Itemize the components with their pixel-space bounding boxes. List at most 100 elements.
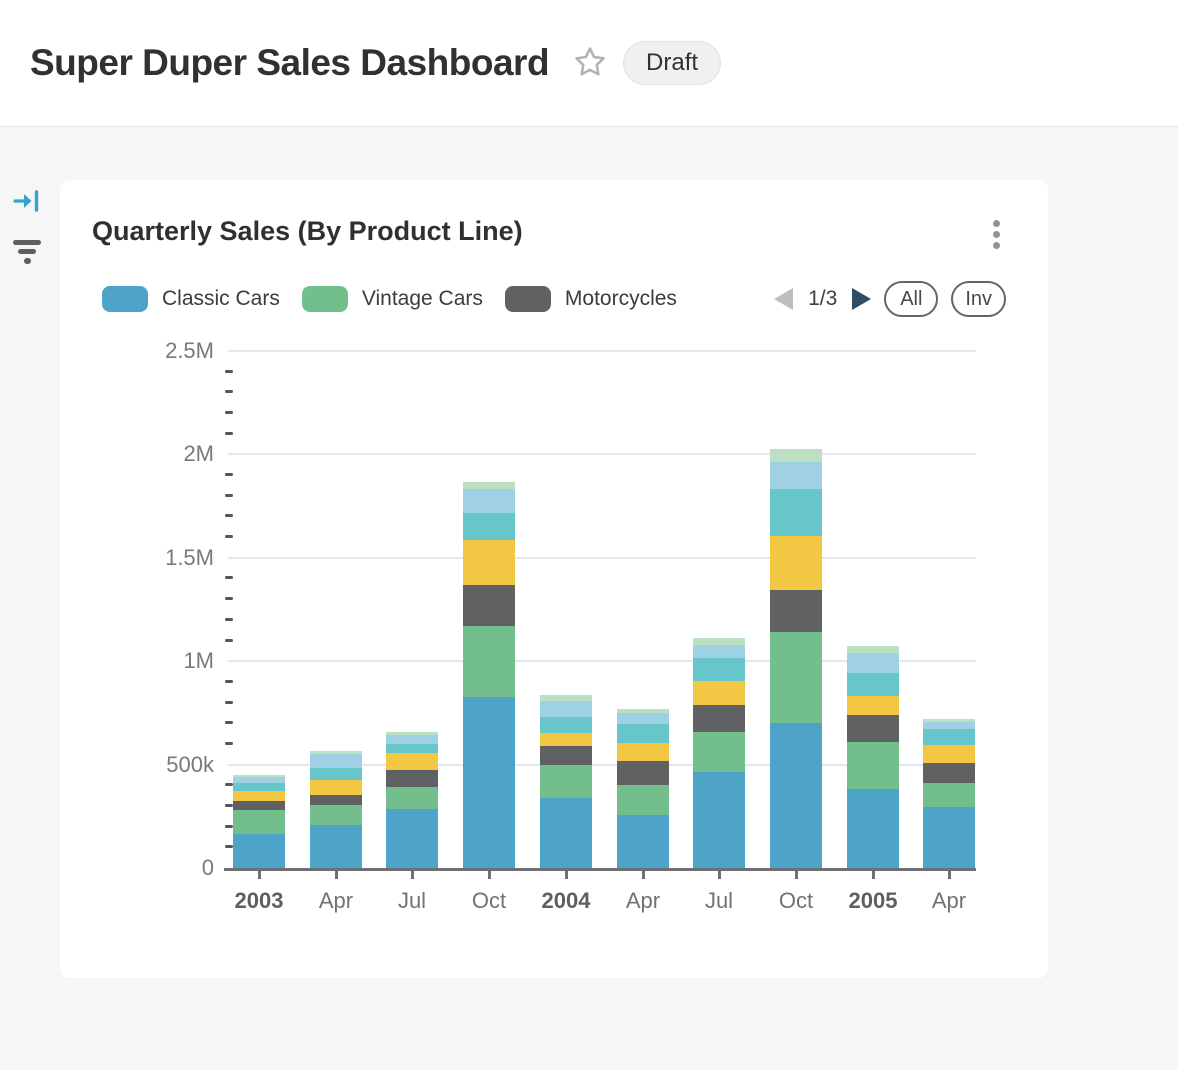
bar-segment[interactable] <box>233 775 285 777</box>
favorite-star-button[interactable] <box>573 45 607 82</box>
bar-segment[interactable] <box>540 701 592 717</box>
bar-segment[interactable] <box>233 783 285 791</box>
bar-segment[interactable] <box>463 489 515 513</box>
legend-swatch <box>504 286 551 312</box>
bar-segment[interactable] <box>923 807 975 868</box>
bar-segment[interactable] <box>847 696 899 715</box>
bar-segment[interactable] <box>693 732 745 772</box>
bar-segment[interactable] <box>310 825 362 868</box>
bar-segment[interactable] <box>463 585 515 626</box>
bar-segment[interactable] <box>310 780 362 795</box>
legend-item[interactable]: Classic Cars <box>102 286 280 312</box>
bar-segment[interactable] <box>770 462 822 489</box>
bar-segment[interactable] <box>923 719 975 722</box>
bar-segment[interactable] <box>463 513 515 540</box>
bar-segment[interactable] <box>770 489 822 536</box>
bar-segment[interactable] <box>540 746 592 765</box>
bar-segment[interactable] <box>310 754 362 768</box>
bar-segment[interactable] <box>310 805 362 825</box>
bar-segment[interactable] <box>386 753 438 770</box>
bar-segment[interactable] <box>233 777 285 783</box>
bar-segment[interactable] <box>847 673 899 696</box>
bar-segment[interactable] <box>540 733 592 746</box>
bar-segment[interactable] <box>847 789 899 868</box>
bar-segment[interactable] <box>463 482 515 489</box>
chart-menu-button[interactable] <box>987 216 1006 253</box>
x-axis-label: Apr <box>931 888 967 913</box>
bar-segment[interactable] <box>770 723 822 868</box>
bar-segment[interactable] <box>617 761 669 785</box>
bar-segment[interactable] <box>693 772 745 868</box>
legend-page-indicator: 1/3 <box>808 287 838 310</box>
legend-controls: 1/3 All Inv <box>774 281 1006 317</box>
bar-segment[interactable] <box>923 722 975 729</box>
arrow-to-bar-icon <box>13 189 41 216</box>
bar-segment[interactable] <box>386 735 438 744</box>
bar-segment[interactable] <box>233 810 285 834</box>
legend-row: Classic Cars Vintage Cars Motorcycles 1/3 … <box>102 281 1006 317</box>
bar-segment[interactable] <box>617 785 669 815</box>
bar-segment[interactable] <box>233 791 285 801</box>
x-axis-label: Apr <box>318 888 354 913</box>
bar-segment[interactable] <box>693 658 745 681</box>
bar-segment[interactable] <box>693 705 745 732</box>
bar-segment[interactable] <box>617 743 669 761</box>
bar-segment[interactable] <box>310 768 362 780</box>
bar-segment[interactable] <box>540 798 592 868</box>
bar-segment[interactable] <box>233 834 285 868</box>
bar-segment[interactable] <box>310 751 362 754</box>
collapse-panel-button[interactable] <box>13 189 41 216</box>
bar-segment[interactable] <box>310 795 362 805</box>
legend-item[interactable]: Motorcycles <box>504 286 677 312</box>
bar-segment[interactable] <box>386 787 438 809</box>
x-axis-tick <box>948 871 951 879</box>
gridline <box>228 763 976 766</box>
bar-segment[interactable] <box>386 732 438 735</box>
bar-segment[interactable] <box>617 709 669 713</box>
bar-segment[interactable] <box>233 801 285 810</box>
bar-segment[interactable] <box>847 715 899 742</box>
legend-label: Classic Cars <box>162 287 280 310</box>
chart-legend: Classic Cars Vintage Cars Motorcycles <box>102 286 677 312</box>
bar-segment[interactable] <box>540 765 592 798</box>
bar-segment[interactable] <box>386 744 438 753</box>
x-axis-tick <box>411 871 414 879</box>
bar-segment[interactable] <box>770 590 822 632</box>
y-minor-tick <box>225 824 233 828</box>
legend-all-button[interactable]: All <box>884 281 939 317</box>
bar-segment[interactable] <box>540 695 592 701</box>
bar-segment[interactable] <box>617 815 669 868</box>
filter-button[interactable] <box>13 240 41 264</box>
bar-segment[interactable] <box>540 717 592 733</box>
bar-segment[interactable] <box>693 638 745 645</box>
bar-segment[interactable] <box>923 783 975 807</box>
bar-segment[interactable] <box>770 449 822 462</box>
bar-segment[interactable] <box>463 540 515 585</box>
bar-segment[interactable] <box>847 653 899 673</box>
bar-segment[interactable] <box>463 697 515 868</box>
bar-segment[interactable] <box>923 729 975 745</box>
legend-invert-button[interactable]: Inv <box>951 281 1006 317</box>
bar-segment[interactable] <box>386 809 438 868</box>
legend-prev-button[interactable] <box>774 288 794 310</box>
bar-segment[interactable] <box>770 536 822 590</box>
bar-segment[interactable] <box>617 724 669 743</box>
y-minor-tick <box>225 597 233 601</box>
y-minor-tick <box>225 803 233 807</box>
bar-segment[interactable] <box>923 763 975 783</box>
bar-segment[interactable] <box>847 646 899 653</box>
x-axis-label: 2005 <box>848 888 898 913</box>
bar-segment[interactable] <box>693 645 745 658</box>
x-axis-line <box>224 868 976 871</box>
y-minor-tick <box>225 845 233 849</box>
bar-segment[interactable] <box>386 770 438 787</box>
legend-next-button[interactable] <box>852 288 872 310</box>
bar-segment[interactable] <box>617 713 669 724</box>
bar-segment[interactable] <box>463 626 515 697</box>
bar-segment[interactable] <box>847 742 899 789</box>
bar-segment[interactable] <box>770 632 822 723</box>
bar-segment[interactable] <box>923 745 975 763</box>
x-axis-tick <box>872 871 875 879</box>
bar-segment[interactable] <box>693 681 745 705</box>
legend-item[interactable]: Vintage Cars <box>301 286 483 312</box>
